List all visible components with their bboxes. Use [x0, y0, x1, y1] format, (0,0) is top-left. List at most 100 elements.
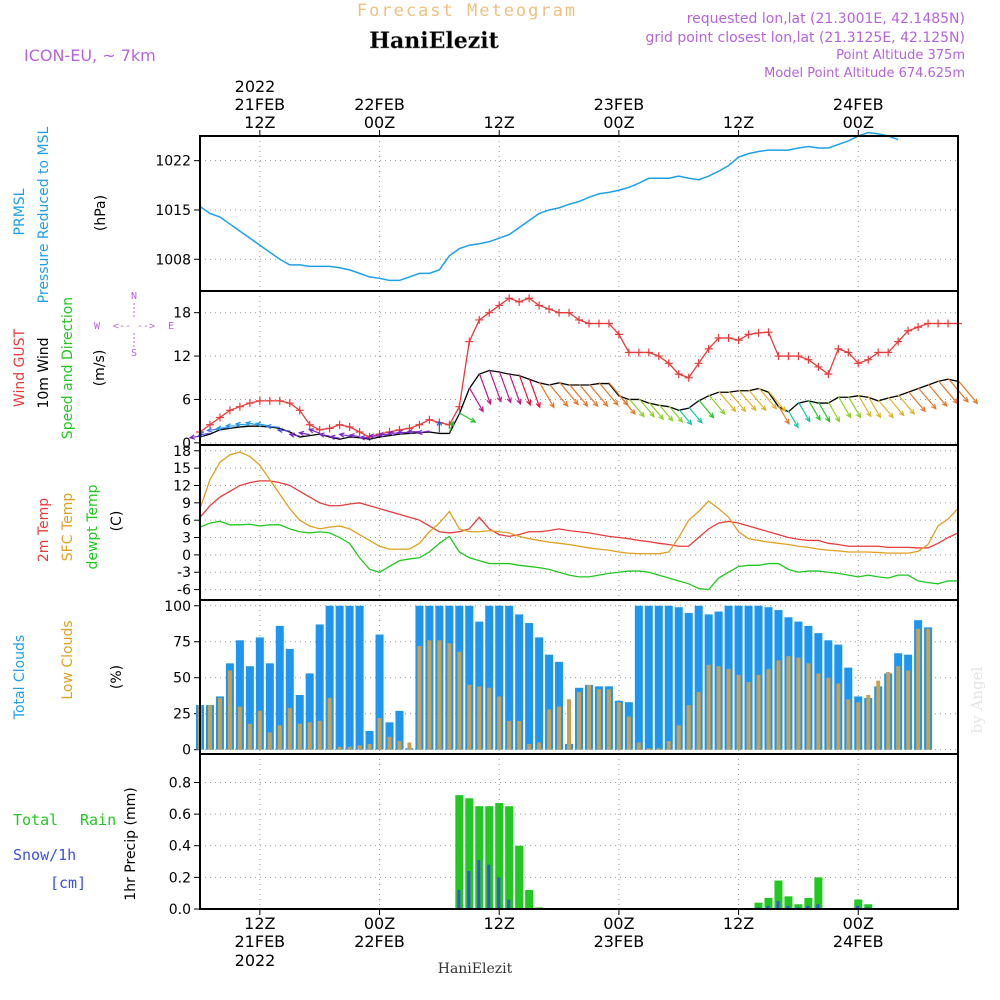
bottom-hour-label: 00Z [364, 914, 395, 933]
low-cloud-bar [357, 745, 362, 750]
wind-direction-arrow [618, 394, 636, 415]
gust-marker [764, 328, 773, 337]
low-cloud-bar [866, 694, 871, 750]
gust-marker [874, 348, 883, 357]
pressure-unit: (hPa) [93, 195, 109, 231]
wind-unit: (m/s) [92, 350, 108, 387]
y-tick-label: 100 [164, 599, 191, 615]
gust-marker [864, 355, 873, 364]
snow-bar [766, 905, 770, 909]
low-cloud-bar [297, 723, 302, 750]
gust-marker [804, 355, 813, 364]
total-cloud-bar [345, 605, 354, 750]
low-cloud-bar [726, 669, 731, 750]
low-cloud-bar [846, 699, 851, 750]
gust-marker [664, 359, 673, 368]
low-cloud-bar [876, 680, 881, 750]
wind-direction-arrow [377, 431, 390, 438]
wind-direction-arrow [857, 394, 872, 418]
wind-direction-arrow [307, 428, 320, 434]
low-cloud-bar [407, 742, 412, 750]
gust-marker [245, 399, 254, 408]
wind-direction-arrow [538, 381, 555, 409]
gust-marker [545, 305, 554, 314]
total-cloud-bar [395, 710, 404, 750]
grid-point-coords: grid point closest lon,lat (21.3125E, 42… [645, 30, 965, 46]
compass-west: W [94, 321, 101, 332]
gust-marker [235, 402, 244, 411]
low-cloud-bar [237, 706, 242, 750]
gust-marker [215, 413, 224, 422]
rain-bar [864, 904, 873, 909]
wind-direction-arrow [528, 378, 541, 409]
gust-marker [325, 424, 334, 433]
low-cloud-bar [317, 720, 322, 750]
rain-bar [794, 904, 803, 909]
gust-marker [774, 352, 783, 361]
snow-bar [786, 905, 790, 909]
gust-marker [575, 315, 583, 324]
total-cloud-bar [335, 605, 344, 750]
rain-bar [754, 902, 763, 909]
total-cloud-bar [365, 730, 374, 750]
wind-direction-arrow [598, 382, 619, 407]
rain-bar [784, 896, 793, 909]
wind-direction-arrow [368, 433, 380, 439]
y-tick-label: 1015 [155, 203, 191, 219]
wind-direction-arrow [628, 398, 645, 418]
bottom-date-label: 21FEB [235, 932, 286, 951]
wind-speed-line [199, 369, 959, 440]
wind-direction-arrow [265, 423, 280, 430]
low-cloud-bar [886, 671, 891, 750]
y-tick-label: 0.6 [169, 807, 191, 823]
low-cloud-bar [676, 725, 681, 750]
rain-bar [854, 899, 863, 909]
low-cloud-bar [756, 674, 761, 750]
low-cloud-bar [537, 742, 542, 750]
total-cloud-bar [245, 666, 254, 750]
low-cloud-bar [397, 741, 402, 750]
low-cloud-bar [926, 628, 931, 750]
gust-marker [614, 330, 623, 339]
wind-direction-arrow [448, 420, 455, 433]
total-clouds-label: Total Clouds [12, 635, 28, 720]
gust-marker [415, 420, 424, 429]
model-label: ICON-EU, ~ 7km [24, 46, 156, 65]
wind-direction-arrow [436, 419, 443, 433]
gust-marker [495, 301, 504, 310]
low-cloud-bar [527, 743, 532, 750]
snow-bar [806, 905, 810, 909]
wind-direction-arrow [787, 410, 799, 429]
gust-marker [475, 315, 484, 324]
rain-bar [774, 880, 783, 909]
rain-bar [515, 845, 524, 909]
wind-direction-arrow [468, 387, 484, 413]
wind-direction-arrow [748, 389, 767, 412]
gust-marker [555, 308, 564, 317]
bottom-date-label: 24FEB [833, 932, 884, 951]
y-tick-label: 50 [173, 671, 191, 687]
low-cloud-bar [646, 748, 651, 750]
gust-marker [744, 330, 753, 339]
snow-bar [457, 890, 461, 909]
wind-direction-arrow [568, 383, 589, 408]
total-cloud-bar [545, 654, 554, 750]
y-tick-label: 9 [182, 496, 191, 512]
gust-marker [275, 396, 284, 405]
top-hour-label: 00Z [843, 113, 874, 132]
compass-north: N [131, 291, 137, 302]
gust-marker [934, 319, 943, 328]
y-tick-label: -3 [177, 565, 191, 581]
pressure-label-long: Pressure Reduced to MSL [36, 126, 52, 303]
year-label-bottom: 2022 [235, 951, 276, 970]
wind-direction-arrow [588, 383, 609, 408]
gust-marker [704, 344, 713, 353]
rain-label-total: Total [13, 811, 58, 829]
gust-marker [694, 359, 703, 368]
gust-marker [425, 415, 434, 424]
snow-unit-label: [cm] [50, 874, 86, 892]
total-cloud-bar [694, 605, 703, 750]
gust-marker [684, 373, 693, 382]
low-cloud-bar [826, 677, 831, 750]
low-cloud-bar [636, 742, 641, 750]
